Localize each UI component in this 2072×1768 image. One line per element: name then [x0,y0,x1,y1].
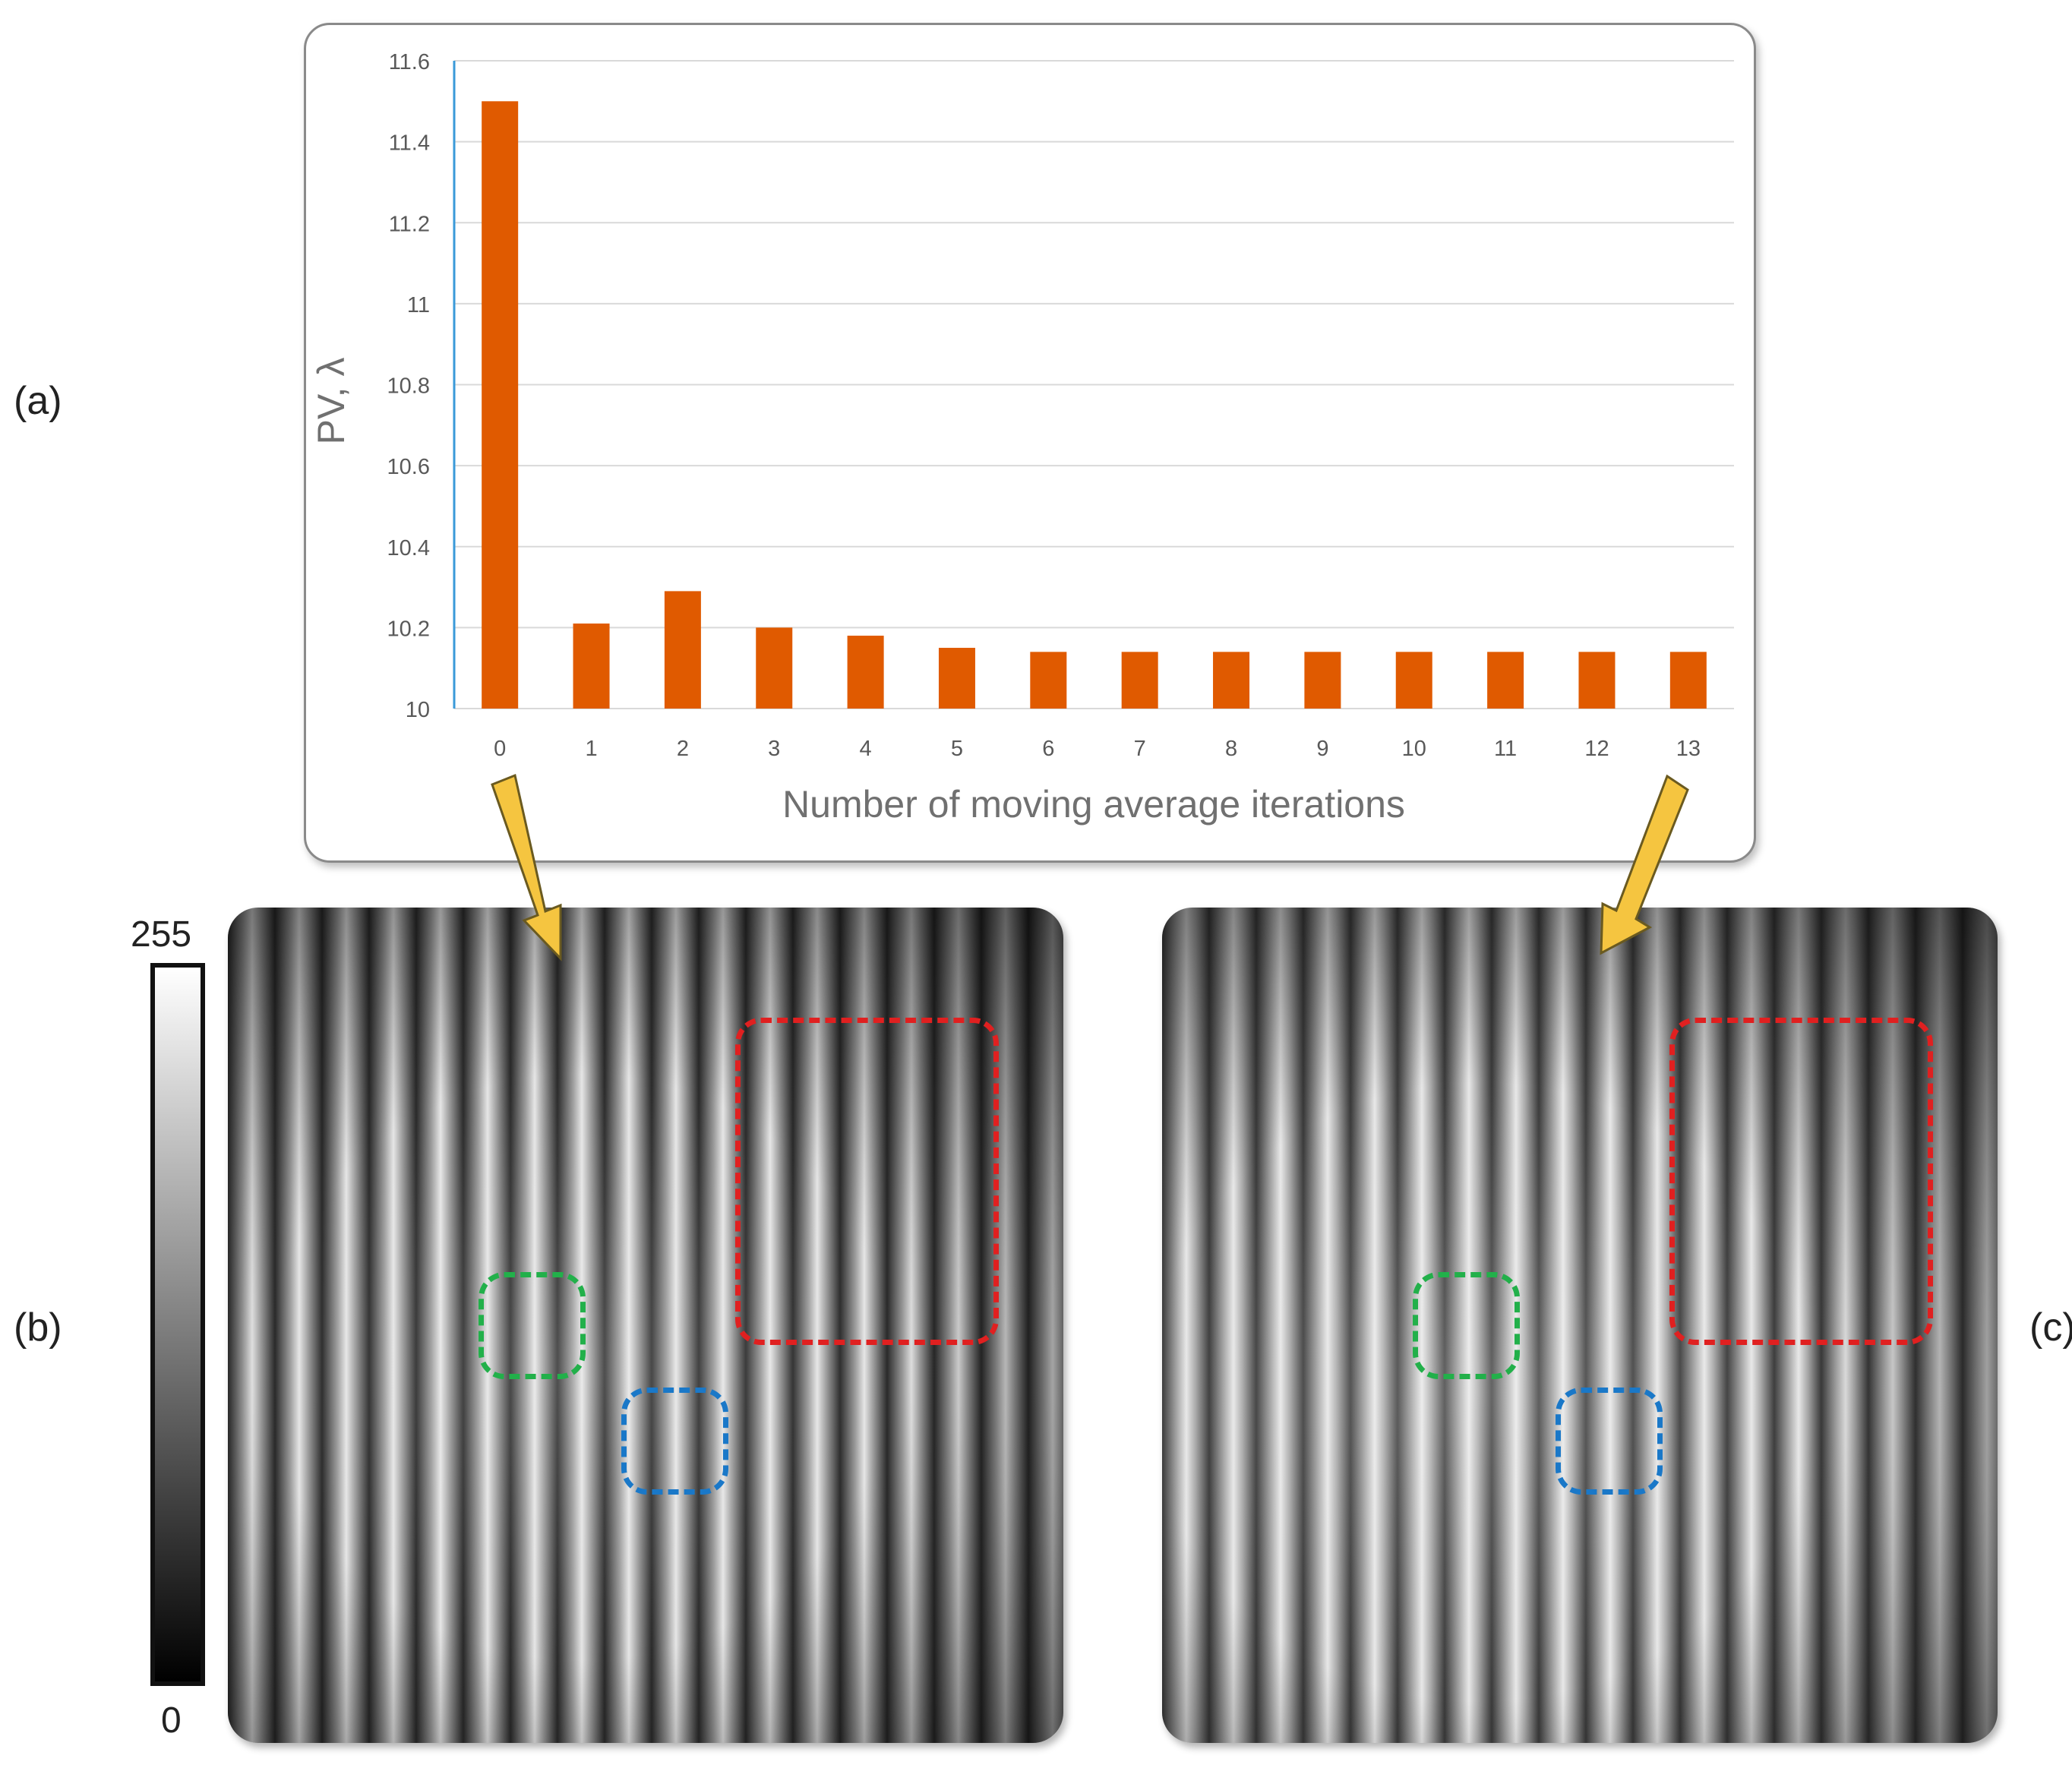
bar-8 [1213,652,1250,709]
grayscale-colorbar [150,963,205,1686]
blue-defect-box-filtered [1556,1388,1663,1495]
y-tick-label: 10.6 [387,455,430,479]
x-tick-label: 6 [1042,737,1054,761]
bar-7 [1121,652,1158,709]
y-tick-label: 10.8 [387,374,430,399]
bar-13 [1669,652,1707,709]
bars [482,101,1707,709]
x-tick-label: 13 [1676,737,1701,761]
x-tick-label: 0 [494,737,506,761]
fringe-image-raw [228,908,1063,1743]
bar-6 [1030,652,1067,709]
panel-label-b: (b) [14,1305,62,1350]
grid-lines [454,60,1734,709]
bar-11 [1487,652,1524,709]
y-tick-label: 10.2 [387,617,430,641]
y-tick-label: 11.6 [389,50,430,74]
x-tick-label: 11 [1494,737,1517,761]
x-tick-label: 5 [951,737,963,761]
y-tick-label: 11.4 [389,131,430,156]
x-tick-label: 9 [1316,737,1328,761]
green-defect-box-filtered [1413,1272,1520,1379]
red-defect-box-raw [735,1018,999,1345]
bar-4 [847,636,884,709]
y-tick-label: 11 [407,293,430,317]
panel-label-c: (c) [2029,1305,2072,1350]
bar-3 [756,627,793,709]
bar-10 [1395,652,1432,709]
y-axis-title: PV, λ [310,358,352,445]
fringe-shading-raw [228,908,1063,1743]
x-axis-title: Number of moving average iterations [782,783,1405,826]
blue-defect-box-raw [621,1388,728,1495]
fringe-image-filtered [1162,908,1998,1743]
bar-2 [664,591,701,709]
bar-0 [482,101,519,709]
x-tick-label: 10 [1402,737,1426,761]
x-tick-label: 2 [677,737,689,761]
x-tick-labels: 0 1 2 3 4 5 6 7 8 9 10 11 12 13 [494,737,1701,761]
green-defect-box-raw [479,1272,586,1379]
y-tick-label: 11.2 [389,212,430,236]
red-defect-box-filtered [1669,1018,1933,1345]
x-tick-label: 3 [768,737,780,761]
bar-12 [1578,652,1616,709]
colorbar-max-label: 255 [131,914,192,955]
y-tick-label: 10.4 [387,536,430,560]
y-tick-label: 10 [406,698,430,722]
bar-5 [938,648,975,709]
x-tick-label: 4 [860,737,872,761]
bar-1 [573,624,610,709]
fringe-shading-filtered [1162,908,1998,1743]
bar-9 [1304,652,1341,709]
y-tick-labels: 10 10.2 10.4 10.6 10.8 11 11.2 11.4 11.6 [387,50,430,722]
colorbar-min-label: 0 [161,1700,182,1741]
panel-label-a: (a) [14,379,62,423]
x-tick-label: 12 [1584,737,1609,761]
x-tick-label: 1 [585,737,597,761]
x-tick-label: 7 [1134,737,1146,761]
x-tick-label: 8 [1225,737,1237,761]
